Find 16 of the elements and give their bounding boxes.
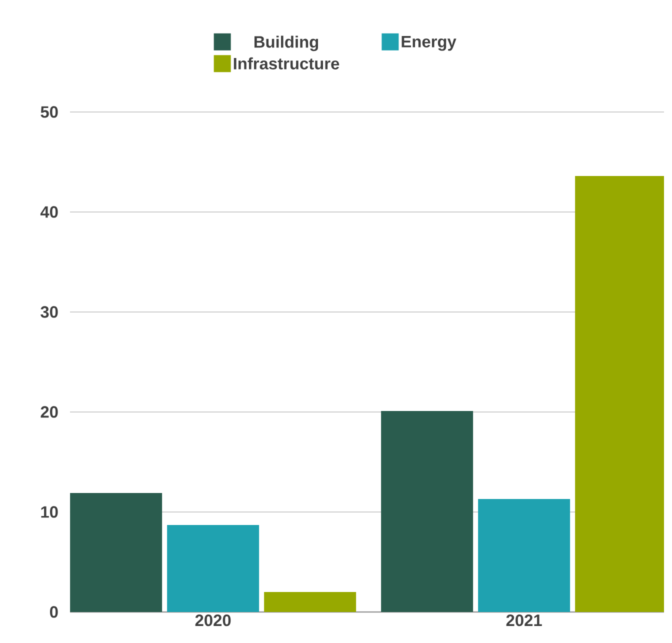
y-tick-label: 0 <box>50 606 58 618</box>
legend-label: Energy <box>402 36 456 51</box>
legend-label: Infrastructure <box>234 57 340 70</box>
legend-label: Building <box>254 36 318 52</box>
bar <box>381 410 474 612</box>
y-tick-label: 30 <box>40 306 58 318</box>
bar <box>478 498 570 612</box>
y-tick-label: 20 <box>40 406 58 418</box>
y-tick-label: 50 <box>40 106 58 118</box>
y-tick-label: 40 <box>40 206 58 218</box>
x-tick-label: 2020 <box>195 614 231 626</box>
bar <box>167 524 260 612</box>
y-tick-label: 10 <box>41 506 58 518</box>
bar <box>70 492 162 612</box>
bar <box>264 592 356 612</box>
x-tick-label: 2021 <box>506 614 542 626</box>
